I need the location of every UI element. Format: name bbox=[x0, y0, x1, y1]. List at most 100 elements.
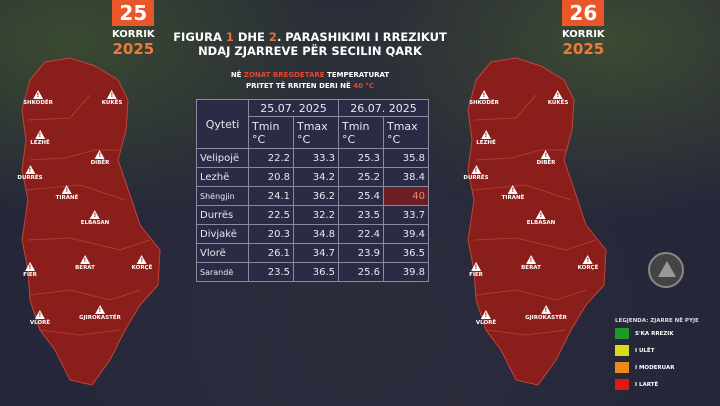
table-row: Lezhë 20.8 34.2 25.2 38.4 bbox=[196, 167, 429, 187]
warning-icon bbox=[33, 90, 43, 99]
city-cell: Divjakë bbox=[196, 224, 249, 244]
table-row: Shëngjin 24.1 36.2 25.4 40 bbox=[196, 186, 429, 206]
col-header: Tmax °C bbox=[293, 116, 339, 149]
region-label: VLORË bbox=[30, 310, 50, 326]
region-label: SHKODËR bbox=[469, 90, 499, 106]
region-label: FIER bbox=[23, 262, 37, 278]
region-label: VLORË bbox=[476, 310, 496, 326]
city-cell: Lezhë bbox=[196, 167, 249, 187]
temp-cell: 36.2 bbox=[293, 186, 339, 206]
region-label: BERAT bbox=[75, 255, 95, 271]
warning-icon bbox=[136, 255, 147, 264]
region-label: SHKODËR bbox=[23, 90, 53, 106]
temp-cell: 34.8 bbox=[293, 224, 339, 244]
figure-title: FIGURA 1 DHE 2. PARASHIKIMI I RREZIKUT ND… bbox=[173, 30, 447, 58]
table-row: Sarandë 23.5 36.5 25.6 39.8 bbox=[196, 262, 429, 282]
temp-cell: 25.6 bbox=[338, 262, 384, 282]
legend-swatch bbox=[615, 328, 629, 339]
agency-logo bbox=[648, 252, 684, 288]
region-label: BERAT bbox=[521, 255, 541, 271]
temp-cell: 36.5 bbox=[383, 243, 429, 263]
temp-cell: 25.2 bbox=[338, 167, 384, 187]
region-label: TIRANË bbox=[502, 185, 524, 201]
legend-swatch bbox=[615, 345, 629, 356]
city-cell: Sarandë bbox=[196, 262, 249, 282]
warning-icon bbox=[107, 90, 117, 99]
warning-icon bbox=[525, 255, 536, 264]
temp-cell: 36.5 bbox=[293, 262, 339, 282]
temp-cell: 24.1 bbox=[248, 186, 294, 206]
region-label: DIBËR bbox=[537, 150, 555, 166]
temp-cell: 35.8 bbox=[383, 148, 429, 168]
temp-cell: 23.5 bbox=[338, 205, 384, 225]
warning-icon bbox=[95, 305, 105, 314]
table-row: Velipojë 22.2 33.3 25.3 35.8 bbox=[196, 148, 429, 168]
temp-cell: 33.7 bbox=[383, 205, 429, 225]
temp-cell: 20.3 bbox=[248, 224, 294, 244]
warning-icon bbox=[582, 255, 593, 264]
temp-cell: 25.4 bbox=[338, 186, 384, 206]
region-label: KUKËS bbox=[548, 90, 568, 106]
temp-cell: 23.5 bbox=[248, 262, 294, 282]
city-cell: Shëngjin bbox=[196, 186, 249, 206]
warning-icon bbox=[479, 90, 489, 99]
city-cell: Vlorë bbox=[196, 243, 249, 263]
warning-icon bbox=[470, 165, 481, 174]
warning-icon bbox=[24, 165, 35, 174]
year: 2025 bbox=[562, 40, 605, 58]
region-label: KORÇË bbox=[578, 255, 598, 271]
day-number: 25 bbox=[112, 0, 155, 26]
region-label: DURRËS bbox=[17, 165, 43, 181]
date-badge-left: 25 KORRIK 2025 bbox=[112, 0, 155, 58]
warning-icon bbox=[553, 90, 563, 99]
table-row: Durrës 22.5 32.2 23.5 33.7 bbox=[196, 205, 429, 225]
month: KORRIK bbox=[112, 29, 155, 40]
warning-icon bbox=[470, 262, 481, 271]
year: 2025 bbox=[112, 40, 155, 58]
date-badge-right: 26 KORRIK 2025 bbox=[562, 0, 605, 58]
legend-item: S'KA RREZIK bbox=[615, 328, 699, 339]
legend-item: I ULËT bbox=[615, 345, 699, 356]
col-header: Tmax °C bbox=[383, 116, 429, 149]
temperature-note: NË ZONAT BREGDETARE TEMPERATURAT PRITET T… bbox=[230, 71, 390, 90]
region-label: DIBËR bbox=[91, 150, 109, 166]
region-label: GJIROKASTËR bbox=[79, 305, 121, 321]
table-row: Vlorë 26.1 34.7 23.9 36.5 bbox=[196, 243, 429, 263]
date-header: 26.07. 2025 bbox=[338, 99, 429, 117]
albania-map-left bbox=[21, 57, 161, 386]
temp-cell: 32.2 bbox=[293, 205, 339, 225]
month: KORRIK bbox=[562, 29, 605, 40]
legend: LEGJENDA: ZJARRE NË PYJE S'KA RREZIK I UL… bbox=[615, 318, 699, 396]
warning-icon bbox=[94, 150, 105, 159]
temp-cell: 38.4 bbox=[383, 167, 429, 187]
legend-title: LEGJENDA: ZJARRE NË PYJE bbox=[615, 318, 699, 324]
warning-icon bbox=[90, 210, 100, 219]
warning-icon bbox=[79, 255, 90, 264]
region-label: ELBASAN bbox=[527, 210, 555, 226]
temp-cell: 22.5 bbox=[248, 205, 294, 225]
legend-item: I MODERUAR bbox=[615, 362, 699, 373]
city-cell: Durrës bbox=[196, 205, 249, 225]
region-label: FIER bbox=[469, 262, 483, 278]
region-label: KUKËS bbox=[102, 90, 122, 106]
warning-icon bbox=[62, 185, 72, 194]
region-label: LEZHË bbox=[476, 130, 496, 146]
temp-cell: 26.1 bbox=[248, 243, 294, 263]
legend-label: I MODERUAR bbox=[635, 364, 675, 371]
warning-icon bbox=[480, 310, 491, 319]
legend-label: I LARTË bbox=[635, 381, 659, 388]
albania-map-right bbox=[467, 57, 607, 386]
warning-icon bbox=[508, 185, 518, 194]
legend-label: S'KA RREZIK bbox=[635, 330, 674, 337]
temp-cell: 25.3 bbox=[338, 148, 384, 168]
temp-cell: 20.8 bbox=[248, 167, 294, 187]
city-header: Qyteti bbox=[196, 99, 249, 149]
warning-icon bbox=[536, 210, 546, 219]
region-label: KORÇË bbox=[132, 255, 152, 271]
warning-icon bbox=[34, 310, 45, 319]
region-label: TIRANË bbox=[56, 185, 78, 201]
temp-cell: 39.8 bbox=[383, 262, 429, 282]
city-cell: Velipojë bbox=[196, 148, 249, 168]
legend-swatch bbox=[615, 379, 629, 390]
